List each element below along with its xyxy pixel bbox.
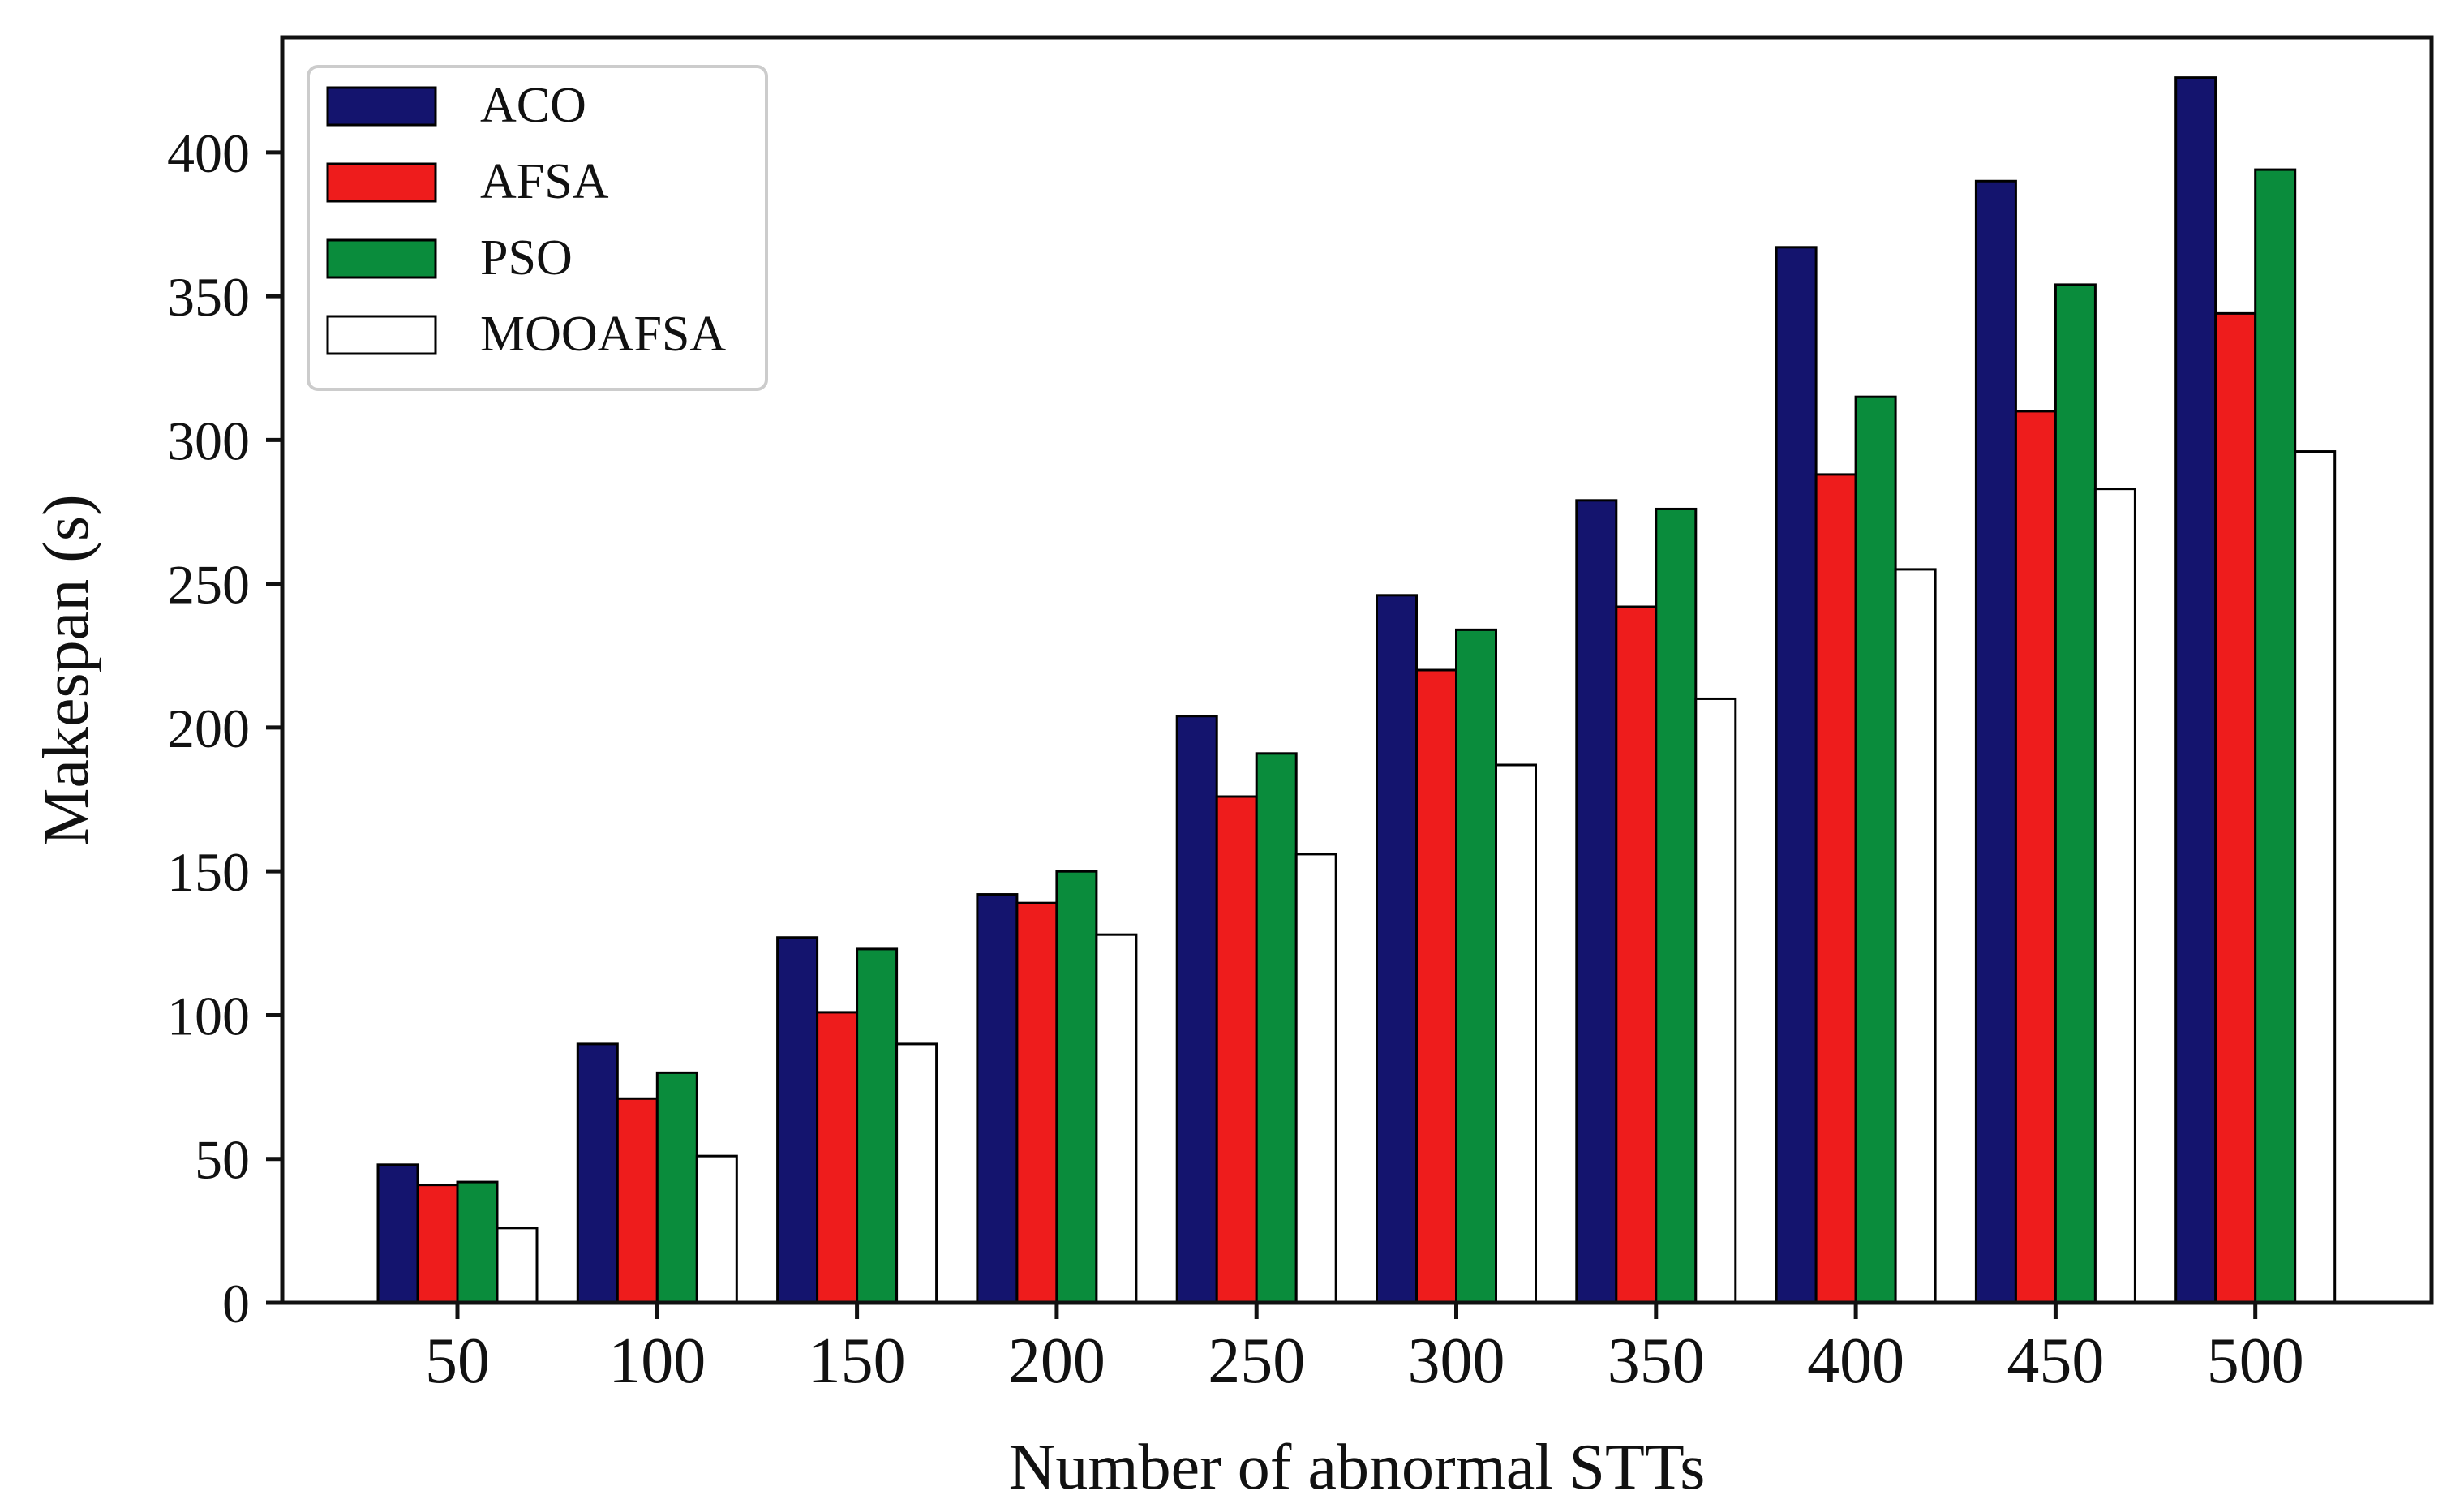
bar-pso-500 bbox=[2254, 168, 2297, 1304]
bar-mooafsa-50 bbox=[496, 1227, 539, 1304]
legend-swatch-aco bbox=[326, 86, 437, 127]
bar-aco-450 bbox=[1974, 179, 2017, 1304]
x-tick-label: 400 bbox=[1807, 1325, 1904, 1397]
legend-box bbox=[307, 65, 768, 391]
y-axis-label: Makespan (s) bbox=[31, 494, 102, 845]
x-tick-label: 150 bbox=[809, 1325, 906, 1397]
legend-swatch-afsa bbox=[326, 162, 437, 203]
legend-label-mooafsa: MOOAFSA bbox=[480, 307, 726, 362]
x-axis-label: Number of abnormal STTs bbox=[1009, 1432, 1706, 1503]
y-tick-label: 200 bbox=[167, 698, 250, 759]
x-tick-label: 350 bbox=[1608, 1325, 1705, 1397]
bar-aco-300 bbox=[1376, 594, 1418, 1304]
bar-aco-100 bbox=[576, 1042, 619, 1304]
y-tick-label: 400 bbox=[167, 122, 250, 184]
bar-pso-50 bbox=[456, 1180, 499, 1304]
x-tick-label: 100 bbox=[608, 1325, 706, 1397]
x-tick-label: 450 bbox=[2007, 1325, 2104, 1397]
x-tick-label: 50 bbox=[425, 1325, 490, 1397]
x-axis: 50 100 150 200 250 300 350 400 450 500 bbox=[425, 1303, 2304, 1397]
bar-aco-250 bbox=[1175, 715, 1218, 1304]
bar-aco-500 bbox=[2174, 76, 2217, 1304]
bar-pso-250 bbox=[1255, 752, 1298, 1304]
bar-afsa-50 bbox=[416, 1184, 459, 1304]
legend-label-aco: ACO bbox=[480, 78, 586, 133]
legend: ACO AFSA PSO MOOAFSA bbox=[307, 65, 768, 391]
y-tick-label: 300 bbox=[167, 410, 250, 471]
bar-pso-350 bbox=[1655, 507, 1698, 1304]
x-tick-label: 300 bbox=[1408, 1325, 1505, 1397]
bar-mooafsa-100 bbox=[695, 1154, 738, 1304]
bar-pso-300 bbox=[1455, 628, 1497, 1304]
plot-frame bbox=[280, 35, 2434, 1305]
legend-swatch-pso bbox=[326, 238, 437, 279]
bar-mooafsa-500 bbox=[2294, 450, 2337, 1304]
legend-swatch-mooafsa bbox=[326, 315, 437, 355]
bar-mooafsa-350 bbox=[1694, 697, 1737, 1304]
y-tick-label: 350 bbox=[167, 266, 250, 328]
y-axis: 0 50 100 150 200 250 300 350 400 bbox=[167, 122, 282, 1334]
legend-label-pso: PSO bbox=[480, 230, 573, 286]
x-tick-label: 200 bbox=[1008, 1325, 1105, 1397]
y-tick-label: 150 bbox=[167, 841, 250, 903]
y-tick-label: 250 bbox=[167, 554, 250, 616]
bar-afsa-500 bbox=[2214, 311, 2257, 1304]
bar-afsa-450 bbox=[2014, 410, 2057, 1304]
bar-afsa-300 bbox=[1415, 668, 1457, 1304]
y-tick-label: 50 bbox=[195, 1129, 250, 1191]
bar-mooafsa-250 bbox=[1294, 853, 1337, 1304]
y-tick-label: 100 bbox=[167, 985, 250, 1046]
bar-afsa-250 bbox=[1215, 795, 1258, 1304]
bar-aco-150 bbox=[776, 936, 819, 1304]
bar-mooafsa-400 bbox=[1894, 568, 1937, 1304]
x-tick-label: 500 bbox=[2207, 1325, 2304, 1397]
bar-afsa-350 bbox=[1615, 605, 1658, 1304]
bar-pso-100 bbox=[655, 1071, 698, 1304]
bar-pso-200 bbox=[1055, 870, 1098, 1304]
bar-afsa-150 bbox=[816, 1011, 859, 1304]
bar-pso-400 bbox=[1854, 395, 1897, 1304]
bar-mooafsa-150 bbox=[895, 1042, 938, 1304]
bar-afsa-200 bbox=[1015, 901, 1058, 1304]
x-tick-label: 250 bbox=[1208, 1325, 1305, 1397]
bar-aco-200 bbox=[976, 893, 1019, 1304]
bars-layer bbox=[376, 76, 2337, 1304]
bar-pso-150 bbox=[856, 947, 899, 1304]
bar-aco-400 bbox=[1775, 246, 1818, 1304]
bar-mooafsa-450 bbox=[2093, 488, 2136, 1304]
bar-mooafsa-200 bbox=[1095, 933, 1138, 1304]
legend-label-afsa: AFSA bbox=[480, 154, 609, 209]
bar-aco-350 bbox=[1575, 499, 1618, 1304]
bar-afsa-100 bbox=[616, 1097, 659, 1304]
bar-pso-450 bbox=[2054, 283, 2097, 1304]
bar-mooafsa-300 bbox=[1495, 763, 1537, 1304]
bar-afsa-400 bbox=[1814, 473, 1857, 1304]
bar-aco-50 bbox=[376, 1163, 419, 1304]
y-tick-label: 0 bbox=[222, 1273, 250, 1334]
